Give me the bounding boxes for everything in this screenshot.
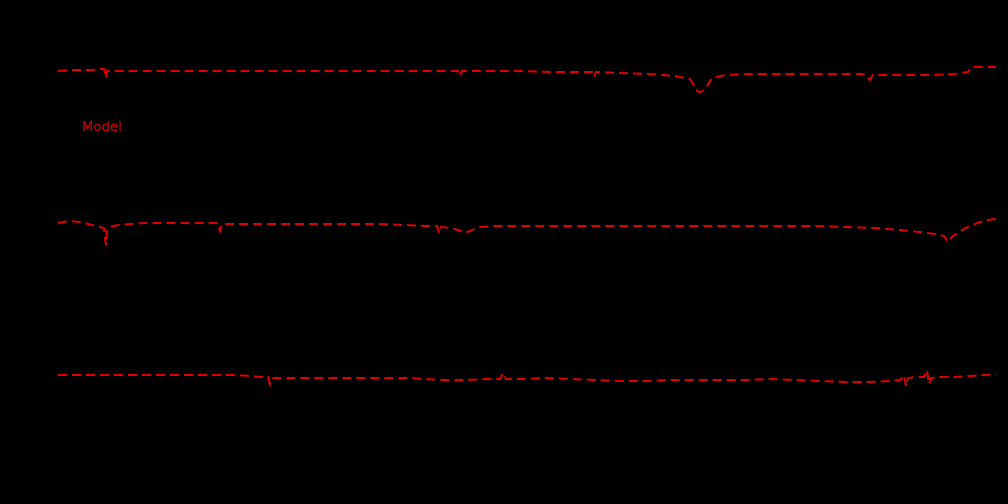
- model-legend-label: Model: [82, 120, 123, 135]
- series-line-1: [57, 66, 996, 94]
- series-group: [57, 66, 997, 388]
